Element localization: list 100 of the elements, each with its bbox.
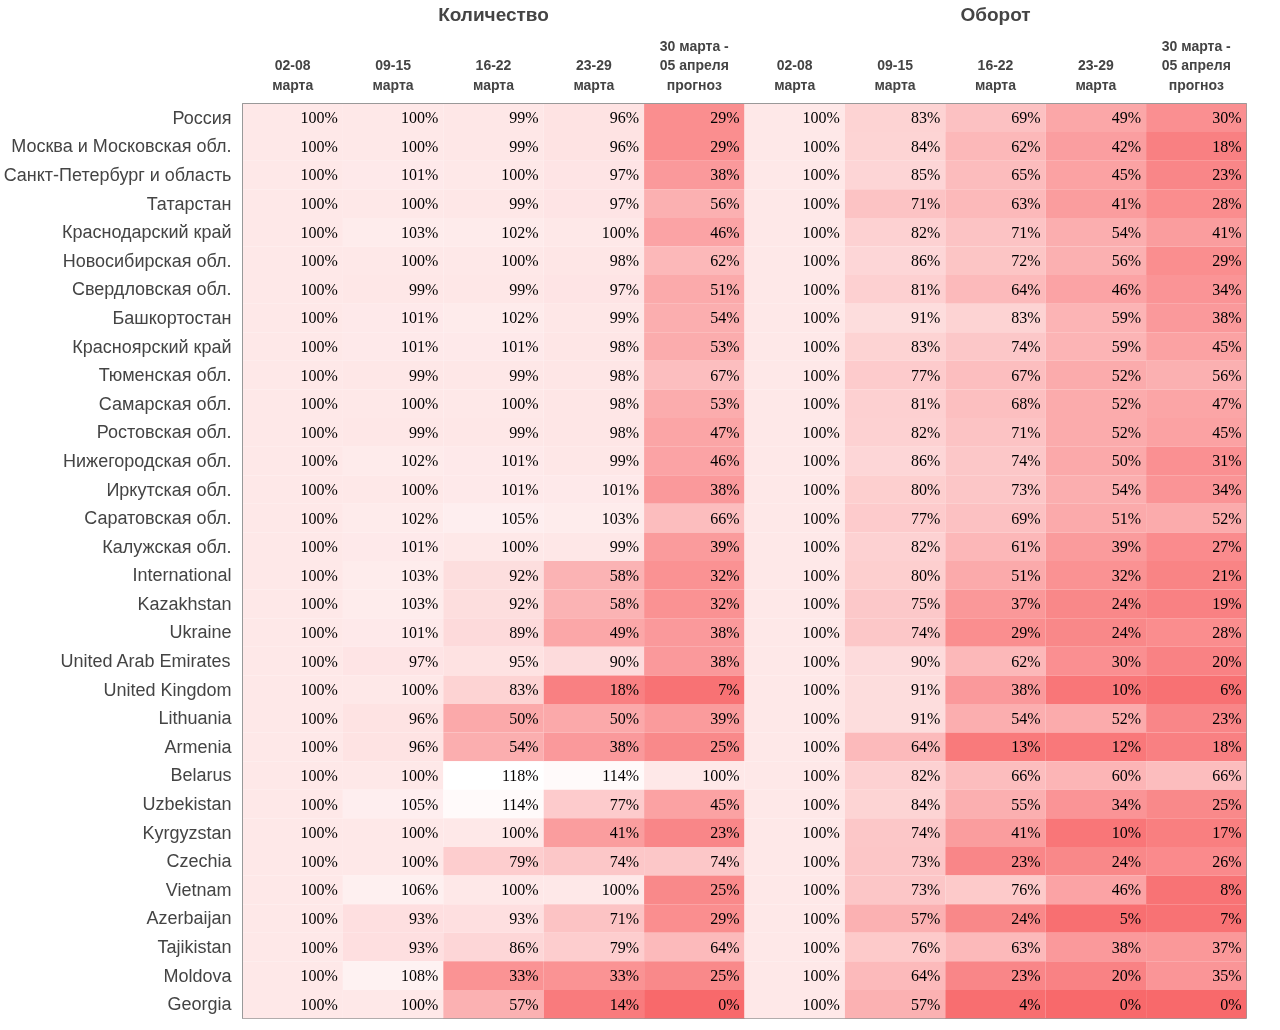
data-label: 77% [910,366,941,384]
data-label: 30% [1111,652,1142,670]
data-label: 45% [1212,338,1242,356]
data-label: 106% [400,881,439,899]
data-label: 50% [1111,452,1142,470]
data-label: 76% [910,938,941,956]
data-label: 51% [1111,509,1142,527]
data-label: 68% [1011,395,1041,413]
data-label: 41% [1212,223,1242,241]
data-label: 67% [710,366,740,384]
data-label: 100% [601,223,640,241]
data-label: 100% [802,766,840,784]
y-tick-label: Czechia [166,851,233,872]
data-label: 49% [1111,109,1142,127]
y-tick-label: Татарстан [146,193,232,214]
data-label: 100% [802,452,840,470]
data-label: 100% [400,995,439,1013]
data-label: 50% [609,709,640,727]
data-label: 100% [400,195,439,213]
data-label: 7% [718,681,740,699]
data-label: 38% [710,623,740,641]
data-label: 100% [300,995,338,1013]
data-label: 100% [300,538,338,556]
data-label: 93% [408,938,439,956]
data-label: 100% [802,195,840,213]
y-tick-label: Самарская обл. [98,393,232,414]
data-label: 93% [408,909,439,927]
data-label: 100% [601,881,640,899]
data-label: 100% [802,681,840,699]
data-label: 100% [300,595,338,613]
data-label: 99% [509,109,539,127]
data-label: 54% [1111,481,1142,499]
data-label: 100% [802,252,840,270]
data-label: 37% [1212,938,1242,956]
y-tick-label: Azerbaijan [146,908,232,929]
data-label: 101% [501,481,539,499]
data-label: 90% [609,652,640,670]
data-label: 31% [1212,452,1242,470]
data-label: 97% [609,280,640,298]
data-label: 39% [1111,538,1142,556]
data-label: 100% [300,795,338,813]
data-label: 57% [910,995,941,1013]
data-label: 32% [1111,566,1142,584]
data-label: 98% [609,252,640,270]
data-label: 77% [910,509,941,527]
data-label: 29% [1212,252,1242,270]
data-label: 56% [1212,366,1242,384]
data-label: 63% [1011,938,1041,956]
data-label: 96% [609,137,640,155]
data-label: 23% [1011,852,1041,870]
data-label: 99% [408,423,439,441]
data-label: 100% [300,824,338,842]
data-label: 100% [300,852,338,870]
data-label: 100% [802,995,840,1013]
data-label: 47% [1212,395,1242,413]
data-label: 57% [910,909,941,927]
data-label: 91% [910,681,941,699]
data-label: 74% [710,852,740,870]
data-label: 46% [1111,280,1142,298]
data-label: 0% [718,995,740,1013]
data-label: 100% [802,280,840,298]
data-label: 95% [509,652,539,670]
data-label: 14% [609,995,640,1013]
data-label: 59% [1111,338,1142,356]
data-label: 66% [1212,766,1242,784]
data-label: 100% [802,538,840,556]
data-label: 114% [501,795,539,813]
data-label: 54% [1111,223,1142,241]
data-label: 76% [1011,881,1041,899]
data-label: 5% [1119,909,1142,927]
data-label: 100% [802,338,840,356]
data-label: 38% [710,166,740,184]
data-label: 98% [609,423,640,441]
data-label: 24% [1111,595,1142,613]
data-label: 86% [910,452,941,470]
data-label: 54% [509,738,539,756]
data-label: 74% [910,824,941,842]
data-label: 45% [1111,166,1142,184]
data-label: 41% [609,824,640,842]
data-label: 49% [609,623,640,641]
y-tick-label: Armenia [164,736,233,757]
data-label: 71% [1011,223,1041,241]
data-label: 83% [910,338,941,356]
data-label: 62% [1011,137,1041,155]
data-label: 81% [910,395,941,413]
y-tick-label: Lithuania [158,708,233,729]
data-label: 92% [509,595,539,613]
data-label: 23% [1011,967,1041,985]
data-label: 100% [300,109,338,127]
x-tick-label: 23-29 марта [573,57,615,93]
y-tick-label: Тюменская обл. [98,365,232,386]
data-label: 100% [702,766,740,784]
data-label: 100% [501,824,539,842]
data-label: 99% [408,366,439,384]
data-label: 100% [300,309,338,327]
data-label: 80% [910,566,941,584]
data-label: 99% [509,423,539,441]
data-label: 100% [300,366,338,384]
y-tick-label: Ростовская обл. [96,422,232,443]
data-label: 39% [710,538,740,556]
